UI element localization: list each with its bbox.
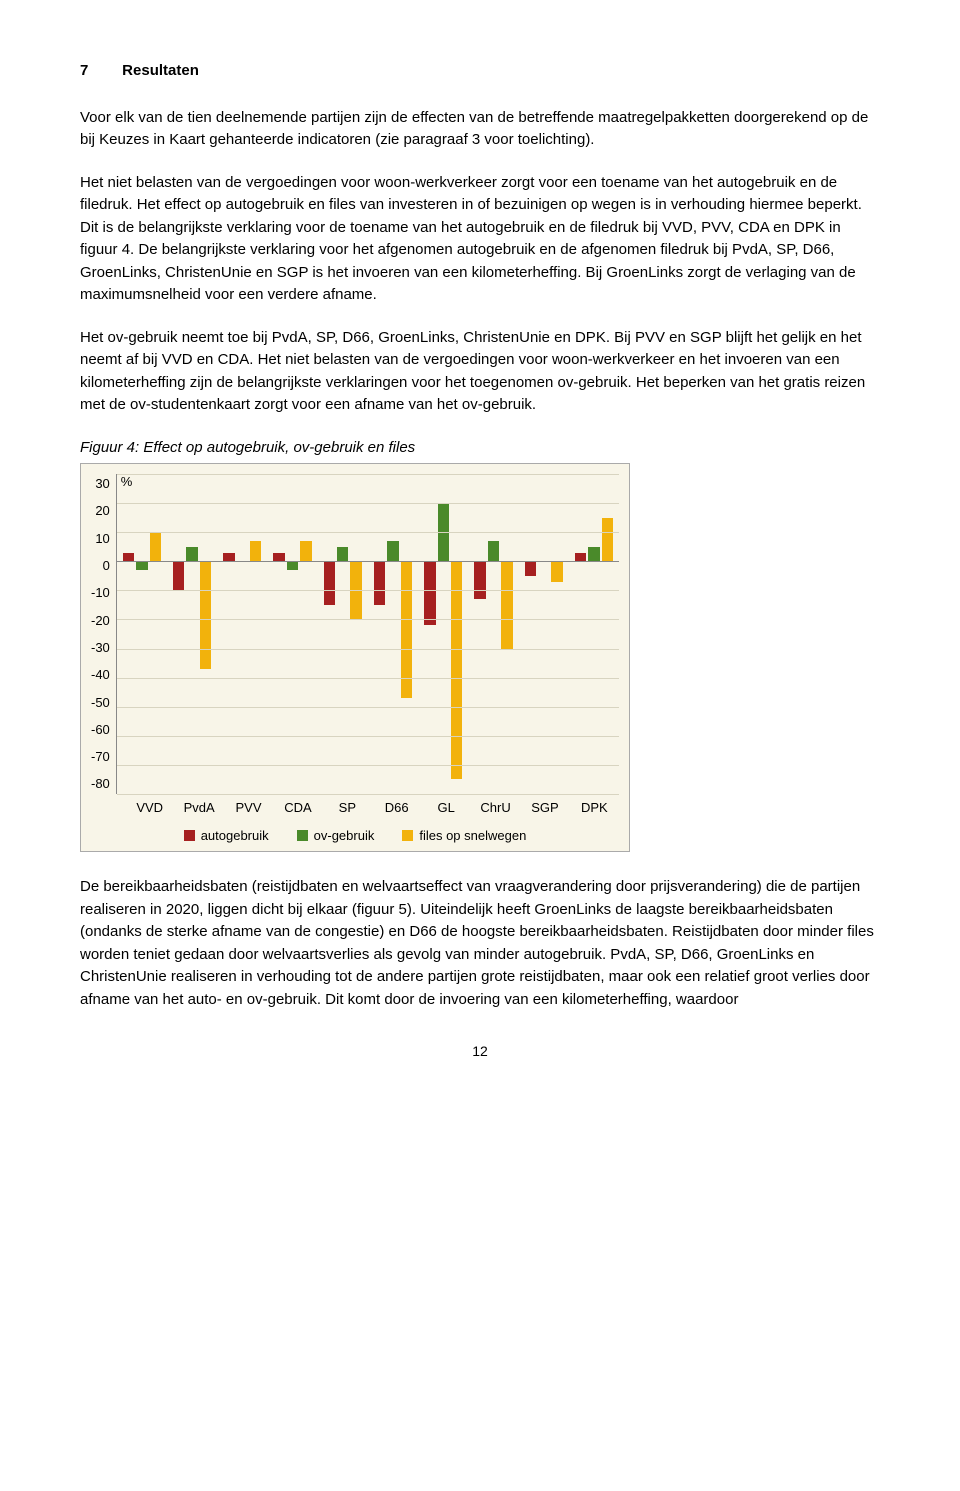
- bar-group: [418, 474, 468, 794]
- bar: [488, 541, 499, 561]
- bar: [374, 561, 385, 605]
- bar: [300, 541, 311, 561]
- bar-group: [318, 474, 368, 794]
- chart-legend: autogebruik ov-gebruik files op snelwege…: [91, 826, 619, 846]
- bar-group: [117, 474, 167, 794]
- legend-label: files op snelwegen: [419, 826, 526, 846]
- bar-group: [519, 474, 569, 794]
- bar: [575, 553, 586, 562]
- legend-swatch-icon: [297, 830, 308, 841]
- paragraph-2: Het niet belasten van de vergoedingen vo…: [80, 172, 880, 307]
- x-tick-label: DPK: [570, 798, 619, 818]
- section-title: Resultaten: [122, 62, 199, 79]
- page-number: 12: [80, 1041, 880, 1062]
- legend-label: ov-gebruik: [314, 826, 375, 846]
- x-tick-label: GL: [421, 798, 470, 818]
- paragraph-1: Voor elk van de tien deelnemende partije…: [80, 107, 880, 152]
- y-tick-label: -10: [91, 583, 110, 603]
- y-axis: 30 20 10 0 -10 -20 -30 -40 -50 -60 -70 -80: [91, 474, 116, 794]
- bar: [200, 561, 211, 669]
- bar-group: [569, 474, 619, 794]
- bar: [474, 561, 485, 599]
- y-tick-label: -50: [91, 693, 110, 713]
- bar: [525, 561, 536, 576]
- bar-group: [368, 474, 418, 794]
- plot-area: %: [116, 474, 619, 794]
- x-tick-label: SGP: [520, 798, 569, 818]
- bar-group: [217, 474, 267, 794]
- y-tick-label: -40: [91, 665, 110, 685]
- x-tick-label: VVD: [125, 798, 174, 818]
- bar: [186, 547, 197, 562]
- y-tick-label: 20: [95, 501, 109, 521]
- y-tick-label: 30: [95, 474, 109, 494]
- y-tick-label: -20: [91, 611, 110, 631]
- bar: [588, 547, 599, 562]
- bar: [602, 518, 613, 562]
- bar: [324, 561, 335, 605]
- section-heading: 7 Resultaten: [80, 60, 880, 83]
- bar: [273, 553, 284, 562]
- y-tick-label: -80: [91, 774, 110, 794]
- y-tick-label: 10: [95, 529, 109, 549]
- section-number: 7: [80, 60, 118, 83]
- bar-chart: 30 20 10 0 -10 -20 -30 -40 -50 -60 -70 -80 % VVDPvd…: [80, 463, 630, 852]
- bar: [501, 561, 512, 648]
- legend-swatch-icon: [184, 830, 195, 841]
- bar: [287, 561, 298, 570]
- y-tick-label: -30: [91, 638, 110, 658]
- bar-group: [167, 474, 217, 794]
- bar: [337, 547, 348, 562]
- bar: [123, 553, 134, 562]
- paragraph-3: Het ov-gebruik neemt toe bij PvdA, SP, D…: [80, 327, 880, 417]
- paragraph-4: De bereikbaarheidsbaten (reistijdbaten e…: [80, 876, 880, 1011]
- x-tick-label: PVV: [224, 798, 273, 818]
- bar: [223, 553, 234, 562]
- bar: [551, 561, 562, 581]
- bar: [424, 561, 435, 625]
- x-axis-labels: VVDPvdAPVVCDASPD66GLChrUSGPDPK: [125, 798, 619, 818]
- x-tick-label: PvdA: [174, 798, 223, 818]
- y-tick-label: 0: [103, 556, 110, 576]
- x-tick-label: CDA: [273, 798, 322, 818]
- y-tick-label: -60: [91, 720, 110, 740]
- legend-swatch-icon: [402, 830, 413, 841]
- x-tick-label: D66: [372, 798, 421, 818]
- bar-group: [267, 474, 317, 794]
- bar-group: [468, 474, 518, 794]
- y-tick-label: -70: [91, 747, 110, 767]
- legend-item-ovgebruik: ov-gebruik: [297, 826, 375, 846]
- legend-label: autogebruik: [201, 826, 269, 846]
- legend-item-files: files op snelwegen: [402, 826, 526, 846]
- x-tick-label: ChrU: [471, 798, 520, 818]
- legend-item-autogebruik: autogebruik: [184, 826, 269, 846]
- bar: [136, 561, 147, 570]
- bar: [150, 532, 161, 561]
- bar: [173, 561, 184, 590]
- bar: [387, 541, 398, 561]
- bar: [451, 561, 462, 779]
- bar: [250, 541, 261, 561]
- figure-caption: Figuur 4: Effect op autogebruik, ov-gebr…: [80, 437, 880, 460]
- x-tick-label: SP: [323, 798, 372, 818]
